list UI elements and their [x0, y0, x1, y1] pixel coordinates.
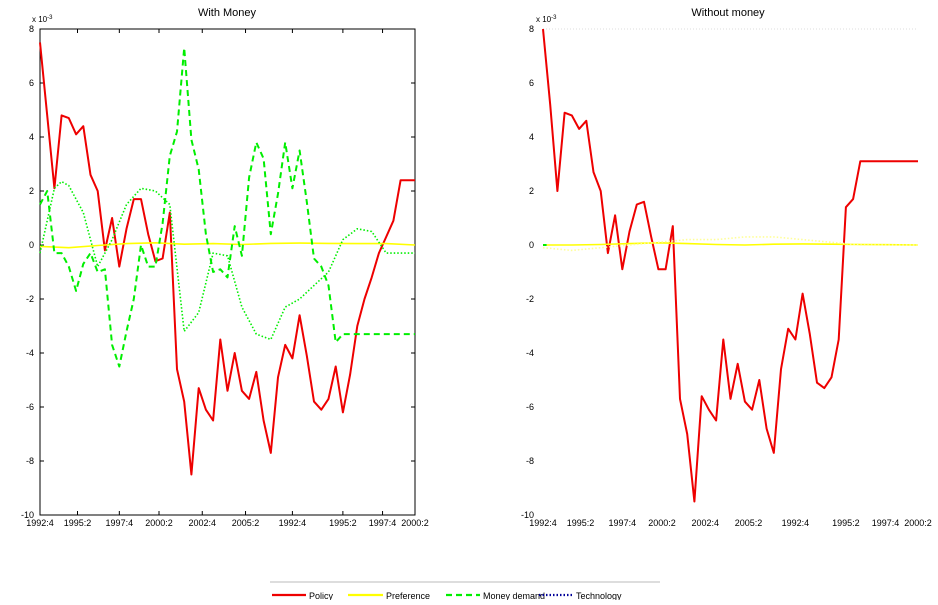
x-tick-label: 2005:2 [232, 518, 260, 528]
legend: Policy Preference Money demand Technology [270, 581, 660, 601]
panel-without-money: Without money x 10-3 -10 -8 -6 -4 -2 0 2 4 6 8 19… [521, 7, 932, 528]
x-tick-label: 2000:2 [401, 518, 429, 528]
x-tick-label: 1992:4 [279, 518, 307, 528]
legend-label: Money demand [483, 591, 545, 600]
legend-label: Preference [386, 591, 430, 600]
y-tick-label: -8 [26, 456, 34, 466]
chart-title: Without money [691, 7, 765, 19]
y-tick-label: -8 [526, 456, 534, 466]
y-axis: -10 -8 -6 -4 -2 0 2 4 6 8 [21, 24, 415, 520]
series-line-policy [39, 42, 415, 476]
x-tick-label: 2000:2 [904, 518, 932, 528]
legend-label: Technology [576, 591, 622, 600]
x-tick-label: 1997:4 [369, 518, 397, 528]
y-tick-label: -4 [526, 348, 534, 358]
x-tick-label: 2000:2 [145, 518, 173, 528]
y-tick-label: 6 [29, 78, 34, 88]
series-line-technology [542, 236, 918, 252]
y-exponent-power: -3 [47, 15, 53, 21]
chart-title: With Money [198, 7, 257, 19]
y-tick-label: 0 [29, 240, 34, 250]
x-tick-label: 1997:4 [609, 518, 637, 528]
y-tick-label: -6 [526, 402, 534, 412]
x-tick-label: 1995:2 [567, 518, 595, 528]
y-axis: -10 -8 -6 -4 -2 0 2 4 6 8 [521, 24, 534, 520]
y-exponent-label: x 10-3 [32, 15, 53, 24]
y-tick-label: -6 [26, 402, 34, 412]
y-tick-label: 2 [29, 186, 34, 196]
y-tick-label: 6 [529, 78, 534, 88]
series-group [39, 42, 416, 476]
plot-area [39, 28, 416, 516]
y-tick-label: 0 [529, 240, 534, 250]
y-tick-label: 4 [529, 132, 534, 142]
series-line-money-demand [39, 46, 415, 368]
x-tick-label: 1997:4 [872, 518, 900, 528]
x-tick-label: 1995:2 [832, 518, 860, 528]
series-line-policy [542, 28, 918, 503]
y-tick-label: -10 [521, 510, 534, 520]
y-tick-label: 8 [529, 24, 534, 34]
y-tick-label: 8 [29, 24, 34, 34]
legend-label: Policy [309, 591, 334, 600]
y-tick-label: 4 [29, 132, 34, 142]
x-axis: 1992:4 1995:2 1997:4 2000:2 2002:4 2005:2 1992… [26, 29, 429, 528]
x-tick-label: 1995:2 [329, 518, 357, 528]
x-tick-label: 1995:2 [64, 518, 92, 528]
x-tick-label: 1992:4 [26, 518, 54, 528]
series-line-preference [543, 242, 919, 246]
y-tick-label: -2 [526, 294, 534, 304]
y-tick-label: -10 [21, 510, 34, 520]
y-tick-label: 2 [529, 186, 534, 196]
x-axis: 1992:4 1995:2 1997:4 2000:2 2002:4 2005:2 1992… [529, 518, 932, 528]
y-exponent-label: x 10-3 [536, 15, 557, 24]
y-exponent-power: -3 [551, 15, 557, 21]
x-tick-label: 1992:4 [529, 518, 557, 528]
series-group [542, 28, 919, 503]
series-line-preference [39, 242, 416, 249]
y-tick-label: -4 [26, 348, 34, 358]
series-line-technology [39, 180, 415, 341]
x-tick-label: 1997:4 [106, 518, 134, 528]
x-tick-label: 1992:4 [782, 518, 810, 528]
y-tick-label: -2 [26, 294, 34, 304]
panel-with-money: With Money x 10-3 -10 -8 -6 -4 -2 0 2 4 6 8 1992:… [21, 7, 429, 528]
x-tick-label: 2000:2 [648, 518, 676, 528]
x-tick-label: 2005:2 [735, 518, 763, 528]
x-tick-label: 2002:4 [188, 518, 216, 528]
x-tick-label: 2002:4 [691, 518, 719, 528]
